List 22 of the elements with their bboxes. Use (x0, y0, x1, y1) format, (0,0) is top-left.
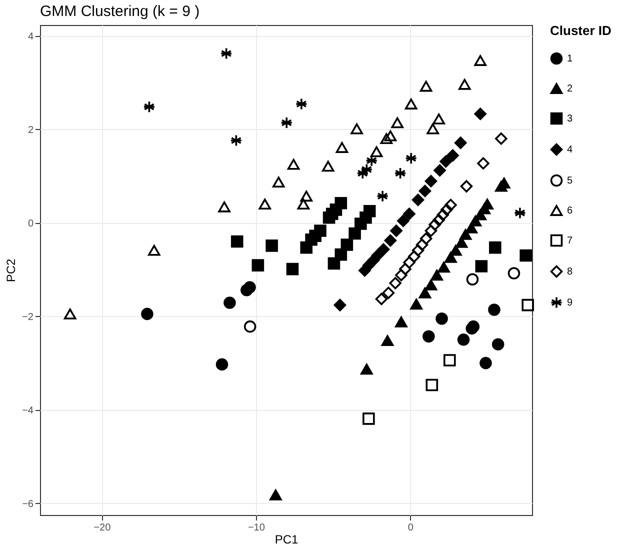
legend-label: 2 (567, 84, 573, 94)
legend-label: 1 (567, 54, 573, 64)
y-axis-title: PC2 (4, 258, 18, 282)
x-tick-label: 0 (408, 522, 414, 534)
legend-label: 4 (567, 144, 573, 156)
legend-label: 3 (567, 114, 573, 124)
y-tick-label: −2 (22, 312, 34, 323)
legend-title: Cluster ID (550, 23, 612, 38)
x-tick-label: −10 (248, 522, 266, 534)
y-tick-label: −4 (22, 405, 34, 416)
legend-label: 6 (567, 206, 573, 216)
legend-label: 5 (567, 176, 573, 186)
y-tick-label: 2 (28, 124, 34, 136)
y-tick-label: 0 (28, 218, 34, 230)
x-tick-label: −20 (94, 522, 112, 534)
legend-label: 7 (567, 236, 573, 246)
y-tick-label: 4 (28, 31, 34, 42)
x-axis-title: PC1 (274, 532, 298, 546)
legend-label: 9 (567, 298, 573, 308)
legend-label: 8 (567, 266, 573, 278)
y-tick-label: −6 (22, 498, 34, 510)
chart-title: GMM Clustering (k = 9 ) (40, 3, 200, 20)
